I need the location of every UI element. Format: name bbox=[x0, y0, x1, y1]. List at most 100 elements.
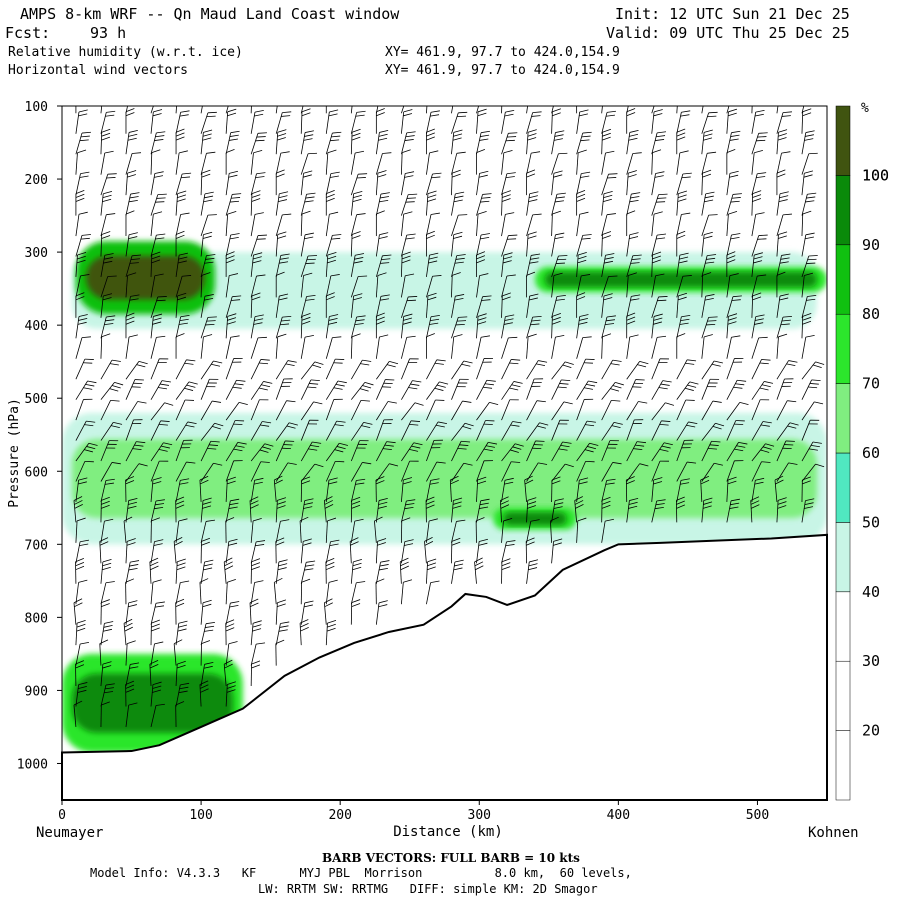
wind-barb bbox=[501, 109, 515, 134]
wind-barb bbox=[426, 212, 440, 237]
y-tick-label: 600 bbox=[25, 465, 48, 480]
wind-barb bbox=[676, 252, 689, 277]
x-axis: 0 100 200 300 400 500 bbox=[58, 800, 769, 823]
wind-barb bbox=[275, 440, 295, 462]
wind-barb bbox=[701, 214, 718, 237]
wind-barb bbox=[601, 359, 622, 380]
wind-barb bbox=[651, 499, 666, 523]
wind-barb bbox=[400, 233, 416, 257]
wind-barb bbox=[275, 315, 292, 339]
wind-barb bbox=[551, 476, 561, 502]
wind-barb bbox=[200, 334, 213, 359]
wind-barb bbox=[476, 460, 494, 482]
wind-barb bbox=[451, 294, 465, 318]
wind-barb bbox=[100, 150, 114, 175]
colorbar-label: 80 bbox=[862, 305, 880, 323]
wind-barb bbox=[476, 108, 487, 134]
wind-barb bbox=[75, 660, 85, 687]
wind-barb bbox=[525, 537, 535, 564]
wind-barb bbox=[225, 211, 237, 237]
wind-barb bbox=[701, 106, 704, 114]
wind-barb bbox=[651, 193, 668, 216]
wind-barb bbox=[375, 379, 395, 400]
wind-barb bbox=[476, 538, 488, 564]
wind-barb bbox=[275, 400, 296, 421]
forecast-label: Fcst: bbox=[5, 24, 51, 42]
wind-barb bbox=[601, 462, 622, 482]
wind-barb bbox=[751, 399, 770, 421]
wind-barb bbox=[175, 381, 198, 400]
wind-barb bbox=[75, 682, 88, 707]
wind-barb bbox=[426, 359, 446, 380]
wind-barb bbox=[300, 170, 313, 196]
wind-barb bbox=[401, 442, 423, 462]
wind-barb bbox=[701, 334, 713, 359]
wind-barb bbox=[626, 108, 636, 134]
wind-barb bbox=[125, 379, 144, 400]
wind-barb bbox=[651, 358, 669, 380]
wind-barb bbox=[350, 440, 369, 462]
wind-barb bbox=[776, 253, 791, 278]
wind-barb bbox=[701, 294, 715, 318]
wind-barb bbox=[551, 401, 573, 421]
wind-barb bbox=[100, 293, 113, 318]
wind-barb bbox=[100, 496, 110, 523]
wind-barb bbox=[626, 232, 639, 257]
wind-barb bbox=[375, 312, 385, 339]
wind-barb bbox=[375, 334, 389, 359]
wind-barb bbox=[651, 171, 665, 196]
wind-barb bbox=[300, 294, 316, 318]
wind-barb bbox=[325, 234, 342, 257]
wind-barb bbox=[100, 359, 121, 380]
wind-barb bbox=[701, 111, 718, 134]
wind-barb bbox=[574, 496, 584, 523]
wind-barb bbox=[675, 496, 686, 523]
wind-barb bbox=[150, 641, 164, 666]
wind-barb bbox=[300, 578, 311, 605]
wind-barb bbox=[225, 401, 248, 421]
wind-barb bbox=[551, 106, 554, 114]
wind-barb bbox=[275, 151, 290, 175]
wind-barb bbox=[175, 682, 190, 707]
wind-barb bbox=[601, 399, 621, 421]
wind-barb bbox=[225, 441, 247, 462]
wind-barb bbox=[576, 314, 589, 339]
colorbar-label: 50 bbox=[862, 513, 880, 531]
wind-barb bbox=[451, 214, 468, 237]
x-tick-label: 200 bbox=[328, 808, 351, 823]
wind-barb bbox=[524, 475, 534, 502]
wind-barb bbox=[476, 441, 498, 462]
wind-barb bbox=[300, 401, 323, 421]
wind-barb bbox=[375, 106, 379, 114]
wind-barb bbox=[223, 557, 234, 584]
wind-barb bbox=[350, 213, 366, 237]
wind-barb bbox=[75, 189, 85, 216]
wind-barb bbox=[426, 580, 440, 605]
wind-barb bbox=[100, 173, 117, 196]
wind-barb bbox=[601, 275, 618, 298]
wind-barb bbox=[125, 538, 136, 564]
wind-barb bbox=[249, 598, 259, 625]
wind-barb bbox=[150, 171, 164, 196]
wind-barb bbox=[375, 129, 389, 155]
wind-barb bbox=[651, 402, 675, 421]
y-tick-label: 1000 bbox=[17, 757, 48, 772]
wind-barb bbox=[225, 357, 243, 380]
wind-barb bbox=[350, 253, 365, 278]
wind-barb bbox=[200, 559, 214, 584]
wind-barb bbox=[125, 702, 138, 727]
wind-barb bbox=[75, 398, 93, 421]
wind-barb bbox=[801, 130, 815, 155]
wind-barb bbox=[501, 558, 511, 584]
wind-barb bbox=[100, 701, 110, 727]
rh-feature-core-2 bbox=[544, 271, 817, 288]
wind-barb bbox=[350, 478, 366, 503]
wind-barb bbox=[150, 477, 162, 502]
wind-barb bbox=[125, 129, 138, 155]
wind-barb bbox=[200, 231, 213, 257]
wind-barb bbox=[801, 192, 817, 216]
colorbar-swatch bbox=[835, 383, 851, 454]
wind-barb bbox=[200, 622, 216, 646]
wind-barb bbox=[200, 151, 216, 175]
